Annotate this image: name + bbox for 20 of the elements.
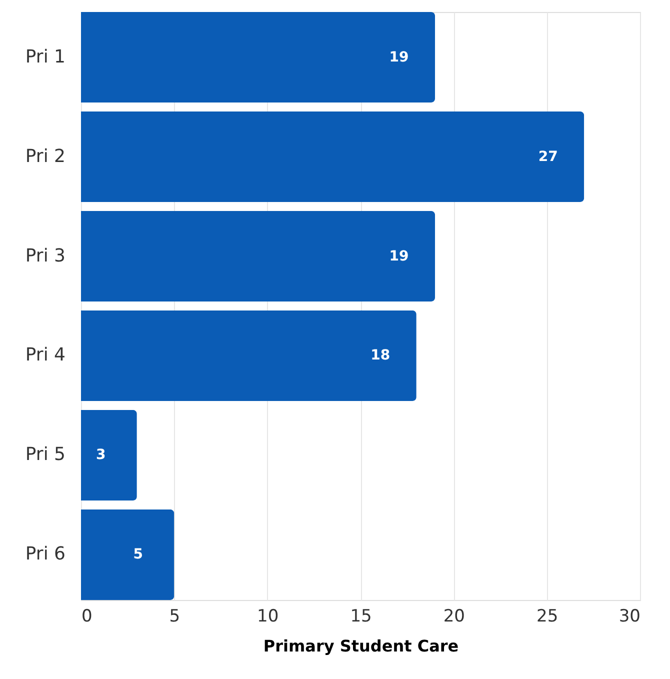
data-label: 5: [133, 546, 144, 563]
y-tick-label: Pri 4: [25, 344, 66, 366]
data-label: 19: [389, 248, 409, 264]
x-tick-label: 20: [443, 606, 465, 626]
y-tick-label: Pri 5: [25, 444, 66, 466]
x-tick-label: 15: [350, 606, 372, 626]
x-tick-label: 10: [257, 606, 279, 626]
data-label: 3: [96, 447, 106, 464]
y-tick-label: Pri 1: [25, 46, 66, 68]
data-label: 18: [370, 348, 390, 364]
x-axis-title: Primary Student Care: [263, 636, 459, 656]
x-tick-label: 25: [536, 606, 558, 626]
y-tick-label: Pri 3: [25, 245, 66, 266]
x-tick-label: 30: [618, 606, 640, 626]
x-tick-label: 5: [169, 606, 180, 626]
data-label: 27: [538, 148, 558, 165]
x-tick-label: 0: [82, 606, 92, 626]
data-label: 19: [389, 49, 409, 66]
y-tick-label: Pri 6: [25, 544, 66, 565]
y-tick-label: Pri 2: [25, 146, 66, 167]
